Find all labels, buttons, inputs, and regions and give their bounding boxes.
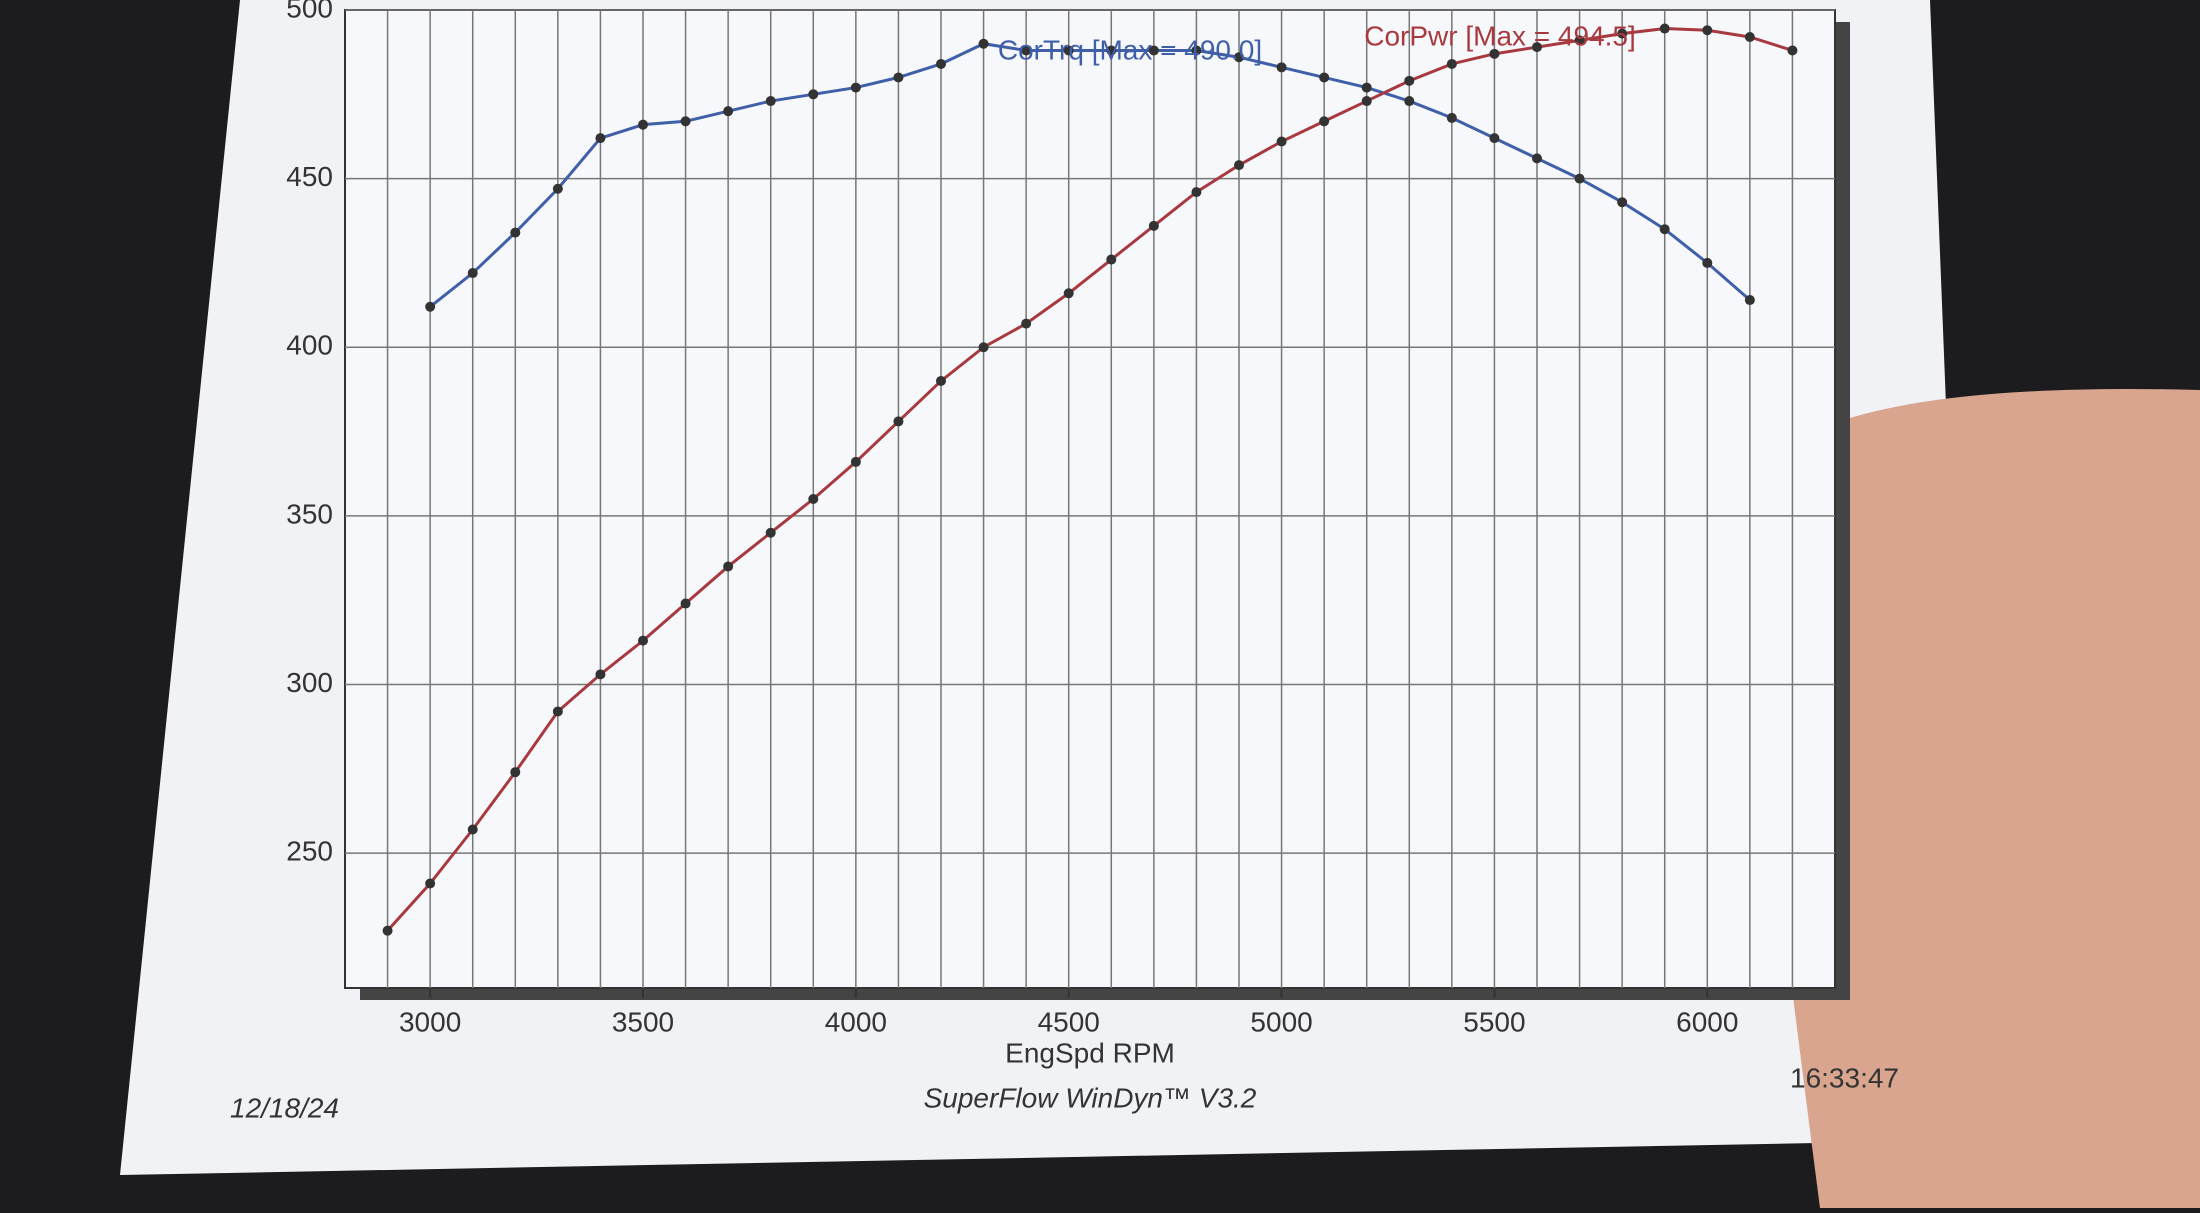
data-point [595,669,606,680]
data-point [978,342,989,353]
data-point [425,878,436,889]
data-point [850,456,861,467]
data-point [1446,112,1457,123]
series-label: CorPwr [Max = 494.5] [1364,20,1636,51]
y-tick-label: 500 [286,0,333,23]
data-point [1021,318,1032,329]
x-tick-label: 3000 [399,1006,461,1037]
data-point [723,561,734,572]
data-point [765,527,776,538]
data-point [1404,96,1415,107]
data-point [510,767,521,778]
x-axis-title: EngSpd RPM [1005,1037,1175,1068]
data-point [1276,62,1287,73]
data-point [1787,45,1798,56]
time: 16:33:47 [1790,1062,1899,1093]
hand [1740,389,2200,1208]
data-point [1532,153,1542,164]
data-point [1574,173,1585,184]
data-point [1234,160,1244,171]
data-point [723,106,734,117]
data-point [467,268,478,279]
data-point [1404,75,1415,86]
x-tick-label: 6000 [1676,1006,1738,1037]
data-point [1106,254,1117,265]
y-tick-label: 450 [286,161,333,192]
data-point [1148,45,1159,56]
data-point [1191,187,1202,198]
data-point [936,375,946,386]
data-point [1702,25,1713,36]
data-point [1319,116,1330,127]
data-point [1617,197,1628,208]
data-point [850,82,861,93]
data-point [1276,136,1287,147]
data-point [1532,42,1542,53]
series-line [429,42,1751,308]
data-point [1702,257,1713,268]
data-point [1489,133,1500,144]
data-point [1617,28,1628,39]
data-point [1063,45,1074,56]
data-point [1574,35,1585,46]
data-point [1021,45,1032,56]
y-tick-label: 300 [286,667,333,698]
data-point [638,119,648,130]
data-point [1659,224,1670,235]
data-point [1489,48,1500,59]
data-point [808,494,819,504]
series-label: CorTrq [Max = 490.0] [998,34,1262,65]
x-tick-label: 3500 [612,1006,674,1037]
data-point [467,824,478,835]
y-tick-label: 350 [286,498,333,529]
data-point [893,72,904,83]
data-point [1446,58,1457,69]
data-point [1234,52,1244,63]
data-point [382,925,393,936]
data-point [595,133,606,144]
data-point [1319,72,1330,83]
data-point [1659,23,1670,34]
data-point [1744,31,1755,42]
plot-area [344,9,1836,989]
data-point [1063,288,1074,299]
data-point [638,635,648,646]
data-point [552,706,563,717]
data-point [1361,82,1372,93]
data-point [978,38,989,49]
data-point [680,116,691,127]
date: 12/18/24 [230,1092,339,1123]
x-tick-label: 5000 [1250,1006,1312,1037]
series-line [386,27,1793,932]
data-point [1148,220,1159,231]
x-tick-label: 4000 [825,1006,887,1037]
data-point [808,89,819,100]
data-point [1191,45,1202,56]
y-tick-label: 250 [286,835,333,866]
data-point [1744,295,1755,306]
data-point [680,598,691,609]
footer: SuperFlow WinDyn™ V3.2 [924,1082,1257,1113]
data-point [893,416,904,427]
data-point [425,301,436,312]
data-point [936,58,946,69]
data-point [1361,96,1372,107]
x-tick-label: 4500 [1038,1006,1100,1037]
x-tick-label: 5500 [1463,1006,1525,1037]
data-point [510,227,521,238]
data-point [552,183,563,194]
y-tick-label: 400 [286,330,333,361]
data-point [765,96,776,107]
data-point [1106,45,1117,56]
